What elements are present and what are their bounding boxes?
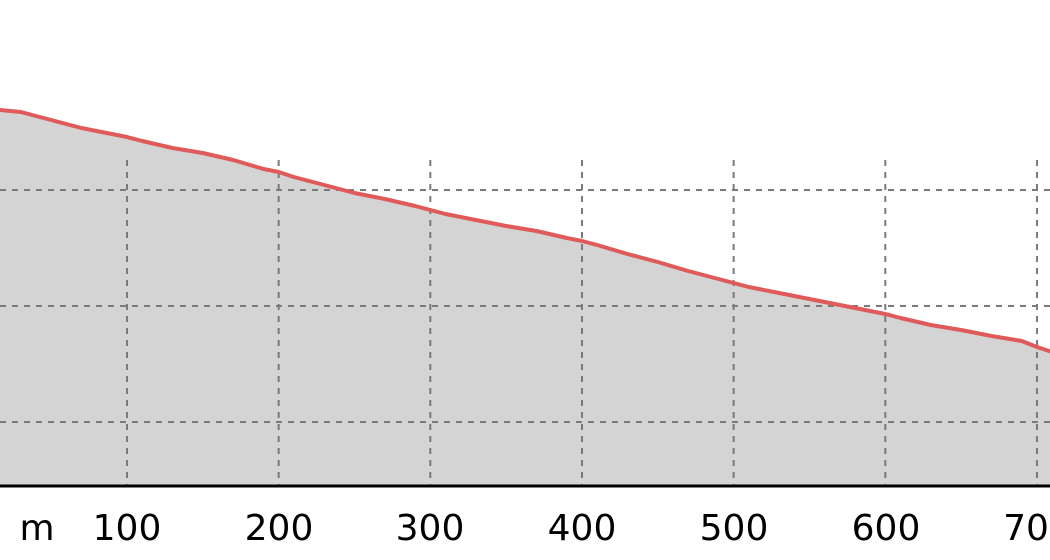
x-tick-label: 70	[1003, 508, 1049, 549]
x-tick-label: 500	[700, 508, 769, 549]
elevation-line	[0, 108, 1050, 354]
x-unit-label: m	[19, 508, 54, 549]
tick-label-layer: m 100 200 300 400 500 600 70	[19, 508, 1048, 549]
x-tick-label: 100	[93, 508, 162, 549]
elevation-area	[0, 110, 1050, 486]
x-tick-label: 600	[852, 508, 921, 549]
x-tick-label: 300	[396, 508, 465, 549]
x-tick-label: 200	[245, 508, 314, 549]
line-layer	[0, 108, 1050, 354]
area-fill-layer	[0, 110, 1050, 486]
x-tick-label: 400	[548, 508, 617, 549]
